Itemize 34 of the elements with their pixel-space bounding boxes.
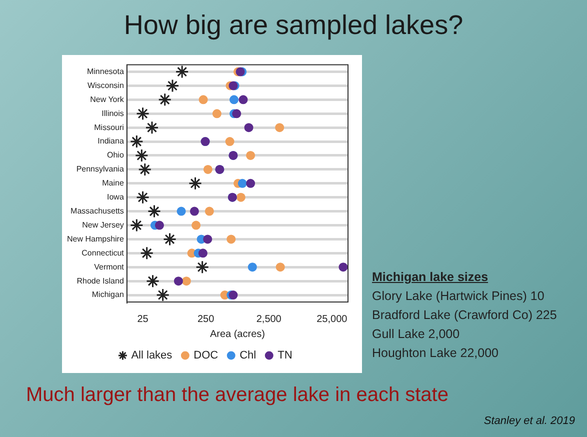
- x-tick-label: 25,000: [316, 314, 348, 325]
- legend-label: All lakes: [131, 350, 173, 362]
- text: Michigan lake sizes: [372, 269, 490, 286]
- y-tick-label: Minnesota: [86, 66, 124, 76]
- y-tick-label: Ohio: [107, 150, 124, 160]
- text: Gull Lake 2,000: [372, 326, 461, 343]
- y-tick-label: Vermont: [94, 262, 125, 272]
- y-tick-label: Maine: [102, 178, 124, 188]
- y-tick-label: Wisconsin: [87, 80, 124, 90]
- y-tick-label: Illinois: [102, 108, 124, 118]
- text: Houghton Lake 22,000: [372, 345, 500, 362]
- text: Bradford Lake (Crawford Co) 225: [372, 307, 557, 324]
- y-tick-label: New Jersey: [82, 220, 124, 230]
- y-tick-label: New Hampshire: [67, 234, 124, 244]
- x-tick-label: 25: [137, 314, 149, 325]
- y-tick-label: Pennsylvania: [76, 164, 124, 174]
- x-tick-label: 2,500: [256, 314, 282, 325]
- legend-label: DOC: [194, 350, 218, 362]
- y-tick-label: Connecticut: [82, 248, 125, 258]
- y-tick-label: Michigan: [92, 290, 124, 300]
- text: Stanley et al. 2019: [484, 415, 575, 427]
- x-tick-label: 250: [197, 314, 215, 325]
- chart-title: How big are sampled lakes?: [122, 10, 464, 41]
- text: Much larger than the average lake in each state: [26, 384, 448, 407]
- y-tick-label: Massachusetts: [70, 206, 124, 216]
- y-tick-label: Indiana: [98, 136, 124, 146]
- x-axis-title: Area (acres): [210, 328, 265, 340]
- y-tick-label: Rhode Island: [76, 276, 124, 286]
- legend-label: Chl: [240, 350, 256, 362]
- text: Glory Lake (Hartwick Pines) 10: [372, 288, 546, 305]
- y-tick-label: Missouri: [94, 122, 124, 132]
- y-tick-label: New York: [90, 94, 125, 104]
- legend-label: TN: [278, 350, 292, 362]
- y-tick-label: Iowa: [107, 192, 124, 202]
